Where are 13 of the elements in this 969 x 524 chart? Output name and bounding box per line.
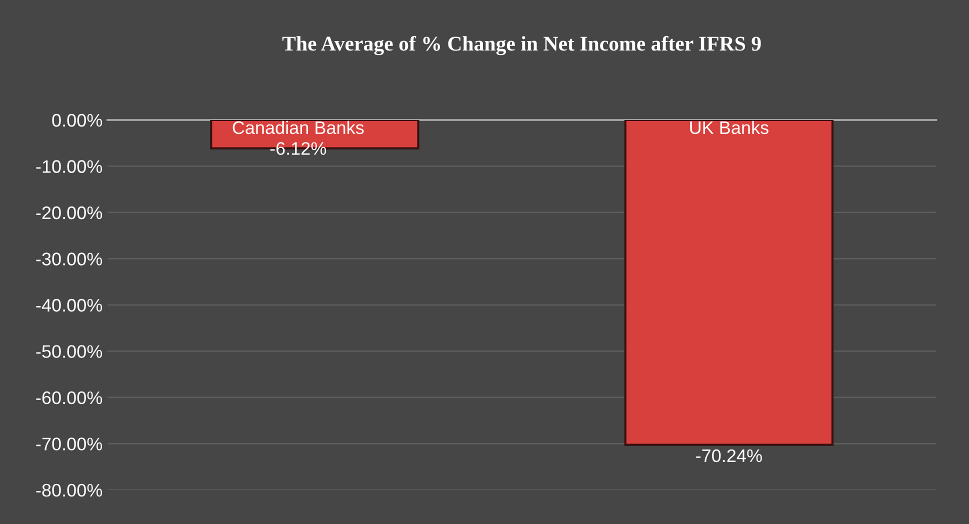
data-label: -70.24% bbox=[696, 449, 762, 462]
x-tick-label: Canadian Banks bbox=[232, 120, 364, 134]
x-tick-label: UK Banks bbox=[690, 120, 768, 134]
chart-title: The Average of % Change in Net Income after IFRS 9 bbox=[282, 36, 761, 56]
y-tick-label: -20.00% bbox=[36, 206, 102, 220]
y-tick-label: -10.00% bbox=[36, 160, 102, 173]
y-tick-label: -70.00% bbox=[36, 438, 102, 450]
y-tick-label: -80.00% bbox=[36, 484, 102, 497]
y-tick-label: 0.00% bbox=[52, 114, 102, 127]
y-tick-label: -50.00% bbox=[36, 345, 102, 358]
y-tick-label: -30.00% bbox=[36, 252, 102, 266]
y-tick-label: -40.00% bbox=[36, 298, 102, 312]
y-tick-label: -60.00% bbox=[36, 391, 102, 404]
